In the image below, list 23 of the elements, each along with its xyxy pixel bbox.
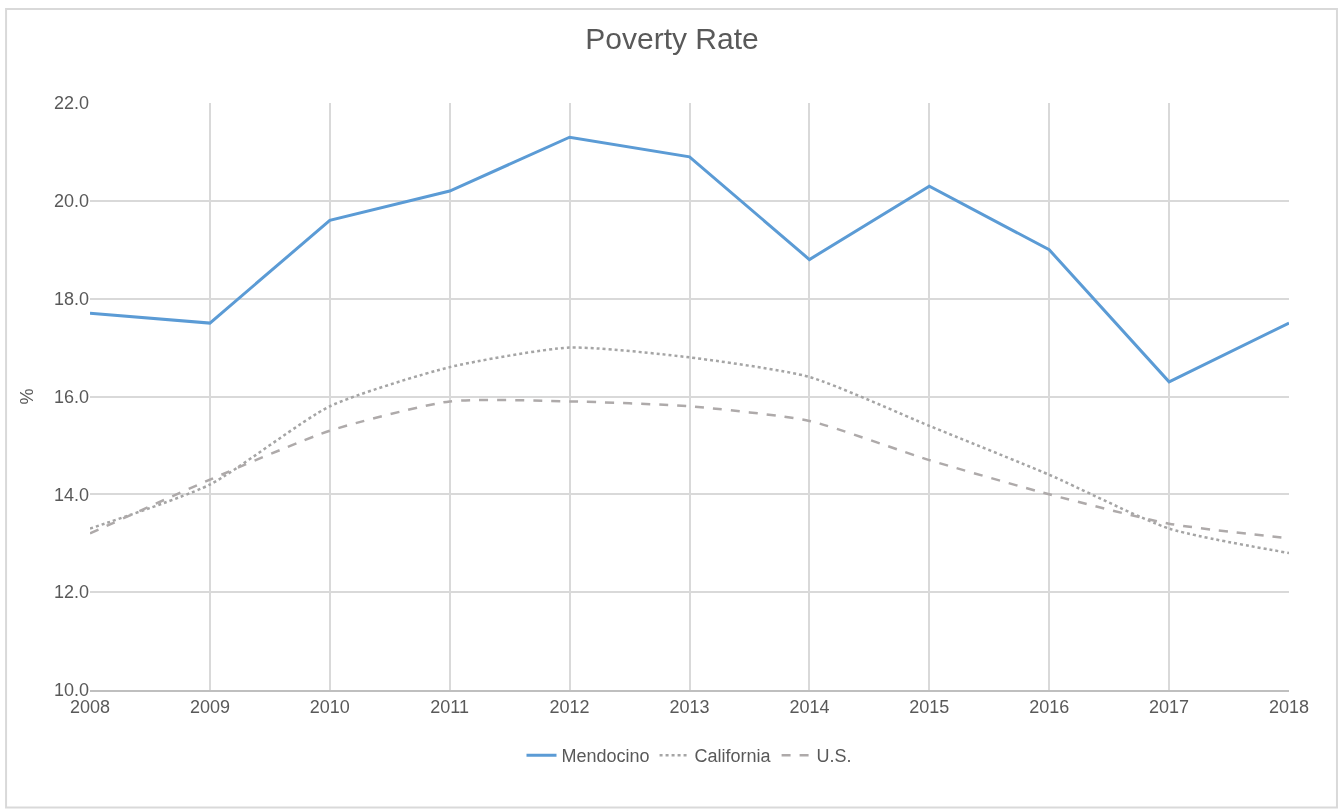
y-tick-label: 18.0 [53,288,89,309]
x-tick-label: 2015 [909,697,950,718]
x-tick-label: 2016 [1029,697,1070,718]
y-tick-label: 14.0 [53,484,89,505]
y-tick-label: 20.0 [53,191,89,212]
x-tick-label: 2009 [189,697,230,718]
x-tick-label: 2013 [669,697,710,718]
y-tick-label: 22.0 [53,93,89,114]
line-series [90,346,1289,555]
legend-label: California [694,746,772,767]
y-tick-label: 16.0 [53,386,89,407]
legend-label: U.S. [816,746,852,767]
legend-label: Mendocino [561,746,650,767]
x-tick-label: 2012 [549,697,590,718]
y-axis-title: % [17,388,38,405]
chart-title: Poverty Rate [585,22,759,56]
x-tick-label: 2014 [789,697,830,718]
x-tick-label: 2010 [309,697,350,718]
x-tick-label: 2018 [1268,697,1310,718]
x-tick-label: 2011 [430,697,470,718]
line-series [90,135,1289,384]
y-tick-label: 12.0 [53,582,89,603]
x-tick-label: 2017 [1149,697,1190,718]
